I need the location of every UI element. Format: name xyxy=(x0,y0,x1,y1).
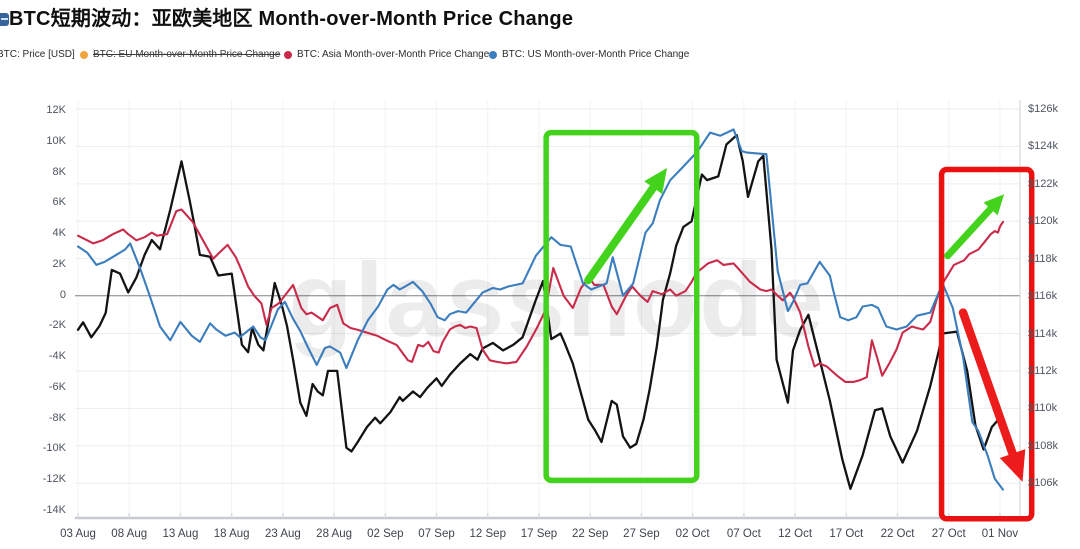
right-axis-tick: $110k xyxy=(1028,402,1058,415)
right-axis-tick: $116k xyxy=(1028,290,1058,303)
legend-dot-icon xyxy=(284,50,292,59)
x-axis-tick-label: 13 Aug xyxy=(162,528,199,540)
chart-legend: BTC: Price [USD] BTC: EU Month-over-Month… xyxy=(0,49,1080,63)
x-axis-tick-label: 27 Sep xyxy=(623,528,660,540)
green-up-arrow-head xyxy=(644,168,667,194)
green-up-arrow-head xyxy=(983,194,1005,216)
left-axis-tick: -14K xyxy=(42,504,66,516)
x-axis-tick-label: 01 Nov xyxy=(981,528,1019,540)
x-axis-tick-label: 22 Oct xyxy=(880,528,915,540)
site-logo-fragment-icon xyxy=(0,13,9,26)
left-axis-tick: -8K xyxy=(48,411,66,424)
legend-item[interactable]: BTC: US Month-over-Month Price Change xyxy=(489,49,689,60)
x-axis-tick-label: 12 Sep xyxy=(469,528,506,540)
series-line xyxy=(76,128,1005,491)
left-axis-tick: -12K xyxy=(42,473,66,486)
left-axis-tick: 2K xyxy=(52,257,66,270)
x-axis-tick-label: 22 Sep xyxy=(571,528,609,540)
green-highlight-box xyxy=(543,129,700,484)
x-axis-tick-label: 23 Aug xyxy=(264,528,301,540)
legend-label: BTC: Asia Month-over-Month Price Change xyxy=(297,49,490,60)
watermark: glassnode xyxy=(288,242,825,359)
left-axis-tick: -2K xyxy=(48,319,66,332)
legend-label: BTC: Price [USD] xyxy=(0,49,75,60)
x-axis-tick-label: 27 Oct xyxy=(931,528,966,540)
x-axis-tick-label: 08 Aug xyxy=(111,528,148,540)
right-axis-tick: $124k xyxy=(1028,140,1058,153)
green-up-arrow xyxy=(944,205,995,260)
left-axis-tick: -6K xyxy=(48,380,66,393)
left-axis-tick: 10K xyxy=(46,134,66,147)
legend-item[interactable]: BTC: Price [USD] xyxy=(0,49,75,60)
right-axis-tick: $122k xyxy=(1028,177,1058,190)
x-axis-tick-label: 28 Aug xyxy=(316,528,353,540)
right-axis-tick: $106k xyxy=(1028,477,1058,490)
series-line xyxy=(76,134,1002,490)
page-title: BTC短期波动：亚欧美地区 Month-over-Month Price Cha… xyxy=(9,8,574,30)
red-highlight-box xyxy=(938,166,1035,522)
legend-label: BTC: US Month-over-Month Price Change xyxy=(502,49,690,60)
x-axis-tick-label: 18 Aug xyxy=(213,528,250,540)
right-axis-tick: $112k xyxy=(1028,364,1058,377)
left-axis-tick: 0 xyxy=(59,288,66,301)
x-axis-tick-label: 07 Sep xyxy=(418,528,455,540)
right-axis-tick: $120k xyxy=(1028,215,1058,228)
x-axis-tick-label: 17 Sep xyxy=(520,528,558,540)
legend-dot-icon xyxy=(489,50,497,59)
x-axis-tick-label: 07 Oct xyxy=(726,528,761,540)
legend-item[interactable]: BTC: EU Month-over-Month Price Change xyxy=(80,49,280,60)
left-axis-tick: 4K xyxy=(52,227,66,240)
left-axis-tick: -10K xyxy=(42,442,66,455)
x-axis-tick-label: 02 Sep xyxy=(367,528,404,540)
left-axis-tick: 8K xyxy=(52,165,66,178)
x-axis-tick-label: 02 Oct xyxy=(675,528,710,540)
red-down-arrow-head xyxy=(999,449,1026,482)
x-axis-tick-label: 03 Aug xyxy=(60,528,96,540)
red-down-arrow xyxy=(958,308,1017,458)
right-axis-tick: $108k xyxy=(1028,439,1058,452)
green-up-arrow xyxy=(584,183,658,285)
legend-item[interactable]: BTC: Asia Month-over-Month Price Change xyxy=(284,49,489,60)
legend-dot-icon xyxy=(80,50,88,59)
x-axis-tick-label: 17 Oct xyxy=(829,528,864,540)
x-axis-tick-label: 12 Oct xyxy=(778,528,813,540)
left-axis-tick: -4K xyxy=(48,350,66,363)
right-axis-tick: $118k xyxy=(1028,252,1058,265)
legend-label: BTC: EU Month-over-Month Price Change xyxy=(93,49,281,60)
right-axis-tick: $126k xyxy=(1028,103,1058,115)
right-axis-tick: $114k xyxy=(1028,327,1058,340)
series-line xyxy=(76,208,1005,383)
left-axis-tick: 12K xyxy=(46,104,66,116)
left-axis-tick: 6K xyxy=(52,196,66,209)
